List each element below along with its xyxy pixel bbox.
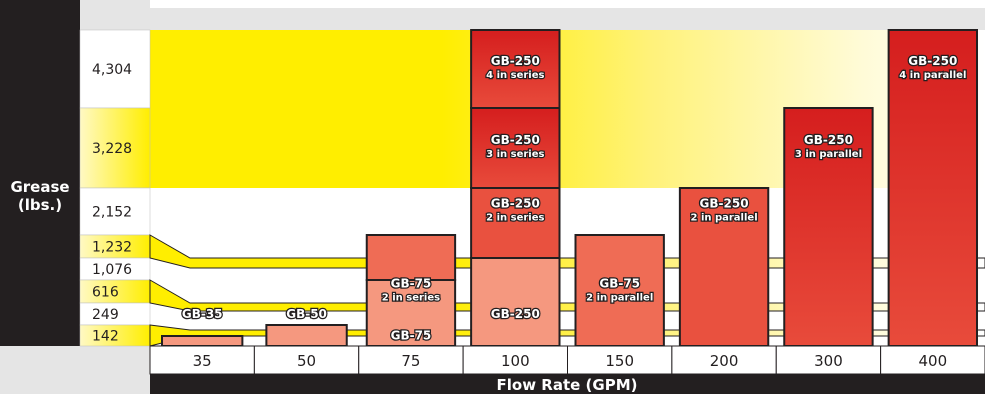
bar-35: GB-35 xyxy=(161,306,244,347)
bar-segment-150-1232 xyxy=(574,234,665,347)
bar-segment-100-3228 xyxy=(470,107,561,189)
bar-segment-75-616 xyxy=(365,279,457,347)
x-tick-label: 35 xyxy=(193,352,212,370)
x-tick-300: 300 xyxy=(775,345,882,375)
y-tick-label: 1,232 xyxy=(92,240,132,256)
bar-label-2-in-parallel: 2 in parallel xyxy=(586,293,653,304)
bar-label-gb-50: GB-50 xyxy=(286,307,327,321)
x-tick-label: 75 xyxy=(401,352,420,370)
connector-1-232 xyxy=(149,234,985,269)
bar-label-2-in-parallel: 2 in parallel xyxy=(691,213,758,224)
x-tick-label: 200 xyxy=(710,352,739,370)
bar-label-gb-250: GB-250 xyxy=(491,133,540,147)
y-tick-3-228: 3,228 xyxy=(79,107,151,189)
bar-segment-200-2152 xyxy=(678,187,770,347)
x-tick-label: 50 xyxy=(297,352,316,370)
bar-segment-100-4304 xyxy=(470,29,561,109)
bar-label-2-in-series: 2 in series xyxy=(486,213,544,224)
x-tick-200: 200 xyxy=(671,345,777,375)
y-tick-label: 1,076 xyxy=(92,262,132,278)
bar-segment-50-249 xyxy=(265,324,348,347)
x-tick-100: 100 xyxy=(462,345,568,375)
y-tick-label: 4,304 xyxy=(92,62,132,78)
bar-label-4-in-parallel: 4 in parallel xyxy=(899,70,966,81)
bar-label-gb-250: GB-250 xyxy=(491,307,540,321)
y-axis-title: Grease (lbs.) xyxy=(10,178,69,214)
x-tick-label: 100 xyxy=(501,352,530,370)
y-axis-title-line2: (lbs.) xyxy=(18,196,62,214)
header-strip xyxy=(150,8,985,30)
y-tick-label: 142 xyxy=(92,329,119,345)
bar-label-gb-250: GB-250 xyxy=(804,133,853,147)
bar-label-gb-250: GB-250 xyxy=(491,54,540,68)
y-tick-142: 142 xyxy=(79,324,151,347)
corner-top-left xyxy=(80,0,150,30)
bar-50: GB-50 xyxy=(265,306,348,347)
bar-label-gb-250: GB-250 xyxy=(908,54,957,68)
bar-segment-75-1232 xyxy=(365,234,457,281)
bar-segment-400-4304 xyxy=(887,29,978,347)
y-tick-249: 249 xyxy=(79,302,151,326)
y-tick-label: 616 xyxy=(92,285,119,301)
x-tick-label: 400 xyxy=(918,352,947,370)
bar-75: GB-75 GB-75 2 in series xyxy=(365,234,457,347)
x-tick-400: 400 xyxy=(880,345,985,375)
bar-label-3-in-series: 3 in series xyxy=(486,149,544,160)
bar-label-2-in-series: 2 in series xyxy=(382,293,440,304)
bar-label-gb-35: GB-35 xyxy=(182,307,223,321)
bar-label-4-in-series: 4 in series xyxy=(486,70,544,81)
xlabel-bar xyxy=(150,374,985,394)
y-tick-2-152: 2,152 xyxy=(79,187,151,236)
y-tick-4-304: 4,304 xyxy=(79,29,151,109)
x-tick-label: 300 xyxy=(814,352,843,370)
corner-bottom-left xyxy=(0,346,150,394)
x-tick-75: 75 xyxy=(358,345,464,375)
y-tick-label: 3,228 xyxy=(92,141,132,157)
ylabel-panel xyxy=(0,0,80,346)
y-axis-title-line1: Grease xyxy=(10,178,69,196)
bar-label-gb-250: GB-250 xyxy=(491,197,540,211)
bar-label-gb-250: GB-250 xyxy=(700,197,749,211)
x-tick-50: 50 xyxy=(253,345,360,375)
bar-label-gb-75: GB-75 xyxy=(599,277,640,291)
yellow-bands xyxy=(150,30,985,188)
y-tick-616: 616 xyxy=(79,279,151,304)
band-top xyxy=(150,30,985,108)
bar-150: GB-75 2 in parallel xyxy=(574,234,665,347)
bar-segment-35-142 xyxy=(161,335,244,347)
x-tick-150: 150 xyxy=(567,345,673,375)
x-axis-title: Flow Rate (GPM) xyxy=(497,376,638,394)
y-tick-label: 2,152 xyxy=(92,205,132,221)
connector-616 xyxy=(149,279,985,312)
bar-label-gb-75: GB-75 xyxy=(391,277,432,291)
x-tick-35: 35 xyxy=(149,345,255,375)
bar-segment-100-2152 xyxy=(470,187,561,259)
y-tick-label: 249 xyxy=(92,307,119,323)
bar-label-3-in-parallel: 3 in parallel xyxy=(795,149,862,160)
bar-segment-100-1076 xyxy=(470,257,561,347)
bar-300: GB-250 3 in parallel xyxy=(783,107,874,347)
bar-400: GB-250 4 in parallel xyxy=(887,29,978,347)
bar-100: GB-250 GB-250 2 in series GB-250 3 in series… xyxy=(470,29,561,347)
y-tick-1-076: 1,076 xyxy=(79,257,151,281)
bar-segment-300-3228 xyxy=(783,107,874,347)
bar-200: GB-250 2 in parallel xyxy=(678,187,770,347)
y-tick-1-232: 1,232 xyxy=(79,234,151,259)
x-tick-label: 150 xyxy=(605,352,634,370)
bar-label-gb-75: GB-75 xyxy=(391,329,432,343)
